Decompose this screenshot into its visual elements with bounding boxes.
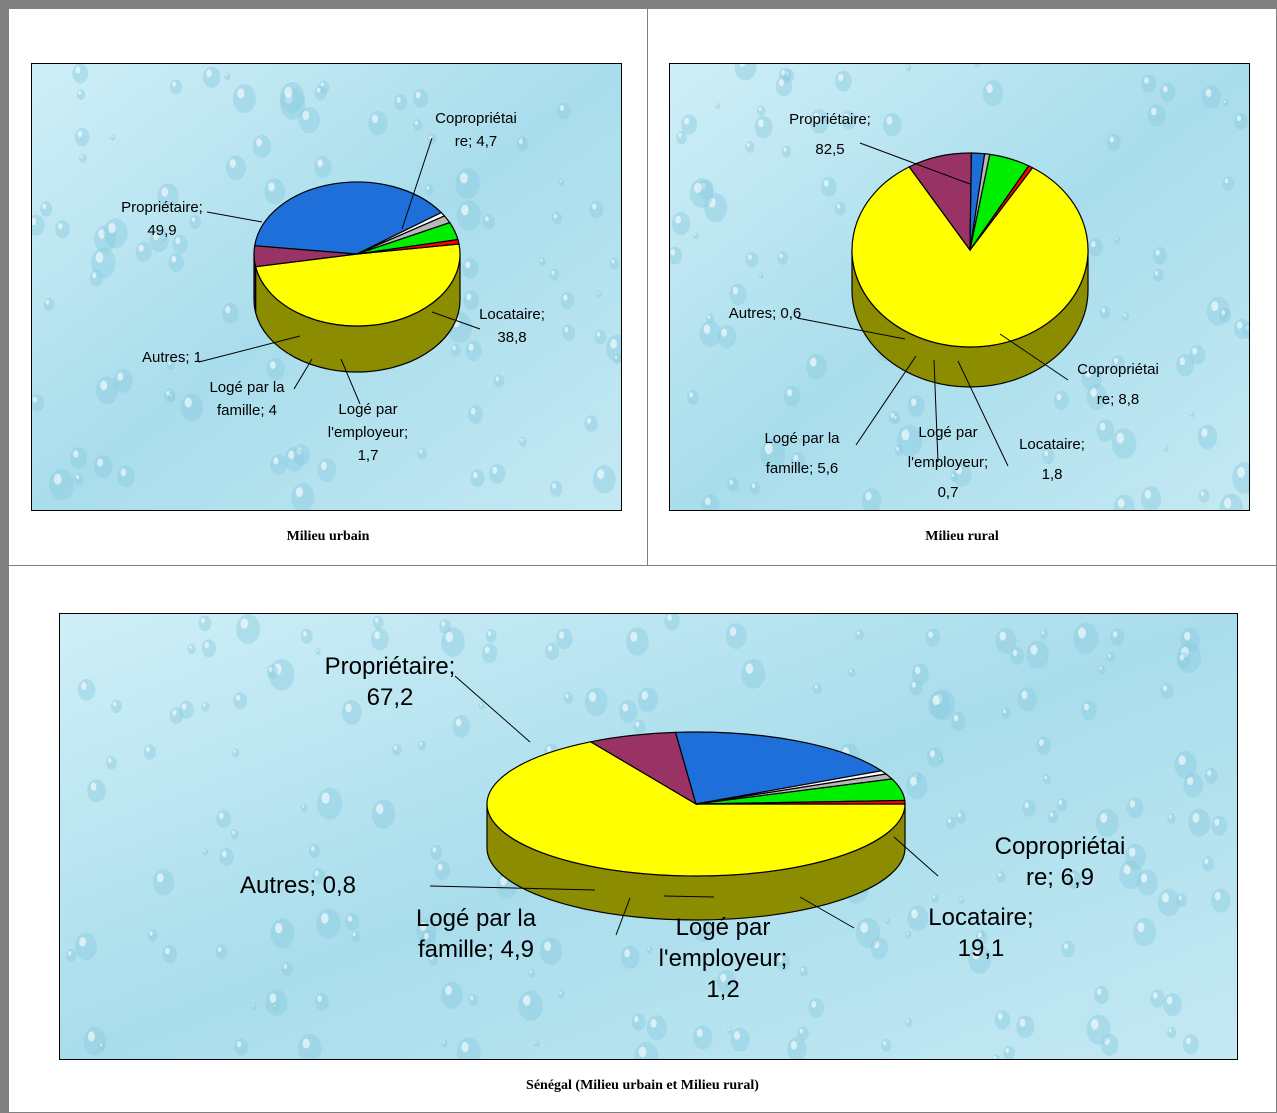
- data-label-famille: Logé par la famille; 4: [209, 379, 285, 419]
- pie-top: [851, 152, 1089, 348]
- data-label-line: re; 6,9: [1026, 864, 1094, 891]
- data-label-line: l'employeur;: [659, 945, 788, 972]
- leader-line-locataire: [431, 311, 481, 330]
- leader-line-coproprietaire: [401, 137, 433, 230]
- data-label-line: Copropriétai: [435, 110, 517, 127]
- leader-line-famille: [615, 897, 631, 936]
- leader-line-famille: [293, 358, 313, 390]
- data-label-line: Logé par: [918, 424, 977, 441]
- leader-line-coproprietaire: [999, 333, 1069, 381]
- caption-senegal: Sénégal (Milieu urbain et Milieu rural): [526, 1078, 759, 1093]
- data-label-line: Logé par la: [764, 430, 840, 447]
- data-label-line: 67,2: [367, 684, 414, 711]
- pie-slice-proprietaire: [486, 741, 906, 877]
- data-label-line: 1,8: [1042, 466, 1063, 483]
- pie-slice-autres: [356, 238, 460, 255]
- data-label-autres: Autres; 0,8: [240, 872, 356, 899]
- data-label-line: 19,1: [958, 935, 1005, 962]
- data-label-coproprietaire: Copropriétai re; 8,8: [1077, 361, 1159, 408]
- data-label-autres: Autres; 1: [142, 349, 202, 366]
- data-label-line: Locataire;: [928, 904, 1033, 931]
- leader-line-famille: [855, 355, 917, 446]
- pie-top: [486, 731, 906, 877]
- cell-urban: Propriétaire; 49,9 Copropriétai re; 4,7 Loca…: [8, 8, 648, 566]
- data-label-coproprietaire: Copropriétai re; 6,9: [995, 833, 1126, 891]
- chart-urban: Propriétaire; 49,9 Copropriétai re; 4,7 Loca…: [31, 63, 622, 511]
- data-label-line: Locataire;: [479, 306, 545, 323]
- leader-line-autres: [796, 317, 906, 340]
- data-label-line: re; 4,7: [455, 133, 498, 150]
- data-label-proprietaire: Propriétaire; 67,2: [325, 653, 456, 711]
- data-label-line: Locataire;: [1019, 436, 1085, 453]
- caption-urban: Milieu urbain: [286, 529, 370, 544]
- data-label-line: l'employeur;: [328, 424, 408, 441]
- data-label-line: 1,7: [358, 447, 379, 464]
- leader-line-proprietaire: [454, 675, 531, 743]
- data-label-autres: Autres; 0,6: [729, 305, 802, 322]
- cell-senegal: Propriétaire; 67,2 Copropriétai re; 6,9 Loca…: [8, 565, 1277, 1113]
- data-label-line: 1,2: [706, 976, 739, 1003]
- data-label-famille: Logé par la famille; 4,9: [416, 905, 537, 963]
- data-label-line: re; 8,8: [1097, 391, 1140, 408]
- data-label-line: Logé par la: [416, 905, 537, 932]
- cell-rural: Propriétaire; 82,5 Copropriétai re; 8,8 Loca…: [647, 8, 1277, 566]
- chart-rural: Propriétaire; 82,5 Copropriétai re; 8,8 Loca…: [669, 63, 1250, 511]
- data-label-line: Autres; 1: [142, 349, 202, 366]
- caption-rural: Milieu rural: [925, 529, 999, 544]
- data-labels: Propriétaire; 49,9 Copropriétai re; 4,7 Loca…: [121, 110, 545, 464]
- leader-line-employeur: [933, 359, 939, 463]
- leader-line-employeur: [663, 895, 715, 898]
- data-label-famille: Logé par la famille; 5,6: [764, 430, 840, 477]
- pie-slice-proprietaire: [851, 166, 1089, 348]
- data-label-line: Logé par: [676, 914, 771, 941]
- data-label-line: famille; 4: [217, 402, 277, 419]
- data-label-line: 0,7: [938, 484, 959, 501]
- data-label-proprietaire: Propriétaire; 49,9: [121, 199, 203, 239]
- data-label-employeur: Logé par l'employeur; 1,7: [328, 401, 408, 464]
- leader-line-autres: [198, 335, 301, 363]
- data-label-proprietaire: Propriétaire; 82,5: [789, 111, 871, 158]
- pie-top: [253, 181, 461, 327]
- leader-line-autres: [429, 885, 596, 891]
- data-label-line: 38,8: [497, 329, 526, 346]
- data-label-employeur: Logé par l'employeur; 1,2: [659, 914, 788, 1003]
- data-label-employeur: Logé par l'employeur; 0,7: [908, 424, 988, 501]
- data-label-locataire: Locataire; 1,8: [1019, 436, 1085, 483]
- data-label-line: Propriétaire;: [789, 111, 871, 128]
- data-label-line: Copropriétai: [995, 833, 1126, 860]
- data-labels: Propriétaire; 67,2 Copropriétai re; 6,9 Loca…: [240, 653, 1125, 1003]
- data-label-line: 82,5: [815, 141, 844, 158]
- chart-senegal: Propriétaire; 67,2 Copropriétai re; 6,9 Loca…: [59, 613, 1238, 1060]
- data-label-line: famille; 4,9: [418, 936, 534, 963]
- pie-slice-locataire: [253, 181, 443, 255]
- pie-slice-locataire: [674, 731, 884, 805]
- leader-line-proprietaire: [206, 211, 263, 223]
- leader-line-employeur: [340, 358, 361, 405]
- data-label-line: famille; 5,6: [766, 460, 839, 477]
- leader-line-coproprietaire: [893, 836, 939, 877]
- data-label-locataire: Locataire; 38,8: [479, 306, 545, 346]
- data-label-line: Autres; 0,8: [240, 872, 356, 899]
- data-label-line: Logé par: [338, 401, 397, 418]
- pie-slice-proprietaire: [254, 243, 461, 327]
- data-label-line: Autres; 0,6: [729, 305, 802, 322]
- data-label-line: Propriétaire;: [121, 199, 203, 216]
- data-label-line: l'employeur;: [908, 454, 988, 471]
- pie-slice-autres: [969, 165, 1034, 251]
- data-label-line: Propriétaire;: [325, 653, 456, 680]
- leader-line-locataire: [957, 360, 1009, 467]
- data-label-coproprietaire: Copropriétai re; 4,7: [435, 110, 517, 150]
- data-labels: Propriétaire; 82,5 Copropriétai re; 8,8 Loca…: [729, 111, 1159, 501]
- figure-frame: Propriétaire; 49,9 Copropriétai re; 4,7 Loca…: [8, 8, 1277, 1113]
- data-label-locataire: Locataire; 19,1: [928, 904, 1033, 962]
- data-label-line: Logé par la: [209, 379, 285, 396]
- data-label-line: Copropriétai: [1077, 361, 1159, 378]
- leader-line-locataire: [799, 896, 855, 929]
- pie-slice-autres: [695, 799, 906, 805]
- leader-line-proprietaire: [859, 142, 971, 185]
- data-label-line: 49,9: [147, 222, 176, 239]
